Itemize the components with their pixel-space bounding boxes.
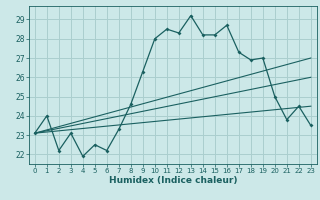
X-axis label: Humidex (Indice chaleur): Humidex (Indice chaleur) [108,176,237,185]
